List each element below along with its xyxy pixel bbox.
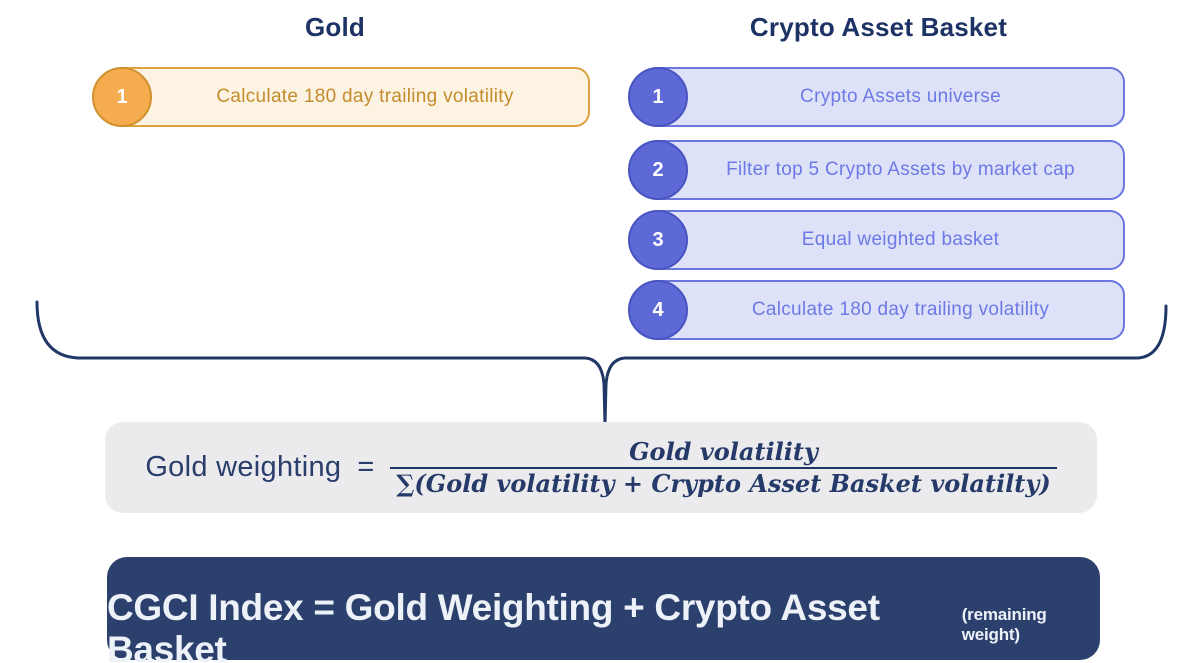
result-remaining-weight-note: (remaining weight) <box>961 605 1047 644</box>
crypto-column-title: Crypto Asset Basket <box>749 12 1008 42</box>
crypto-step-3-number: 3 <box>652 228 664 251</box>
formula-numerator: Gold volatility <box>629 436 818 466</box>
crypto-step-4: Calculate 180 day trailing volatility 4 <box>628 279 1125 341</box>
crypto-step-3-pill: Equal weighted basket <box>642 210 1125 270</box>
crypto-step-4-pill: Calculate 180 day trailing volatility <box>642 280 1125 340</box>
crypto-step-3: Equal weighted basket 3 <box>628 209 1125 271</box>
gold-step-1-number-badge: 1 <box>92 67 152 127</box>
crypto-step-3-label: Equal weighted basket <box>801 229 1000 250</box>
crypto-step-4-number-badge: 4 <box>628 280 688 340</box>
crypto-step-3-number-badge: 3 <box>628 210 688 270</box>
formula-fraction: Gold volatility ∑(Gold volatility + Cryp… <box>390 436 1057 499</box>
crypto-step-2-number: 2 <box>652 158 664 181</box>
gold-step-1-label: Calculate 180 day trailing volatility <box>216 86 514 107</box>
crypto-step-1: Crypto Assets universe 1 <box>628 66 1125 128</box>
fraction-bar <box>390 466 1057 469</box>
crypto-step-2-pill: Filter top 5 Crypto Assets by market cap <box>642 140 1125 200</box>
gold-step-1-number: 1 <box>116 85 128 108</box>
result-equation: CGCI Index = Gold Weighting + Crypto Ass… <box>107 587 880 663</box>
crypto-step-1-label: Crypto Assets universe <box>800 86 1001 107</box>
gold-column-title: Gold <box>304 12 365 42</box>
result-banner: CGCI Index = Gold Weighting + Crypto Ass… <box>107 557 1100 663</box>
crypto-step-2-label: Filter top 5 Crypto Assets by market cap <box>726 159 1075 180</box>
gold-step-1: Calculate 180 day trailing volatility 1 <box>92 66 590 128</box>
crypto-step-4-number: 4 <box>652 298 664 321</box>
crypto-step-4-label: Calculate 180 day trailing volatility <box>751 299 1050 320</box>
formula-lhs: Gold weighting <box>145 451 342 483</box>
gold-step-1-pill: Calculate 180 day trailing volatility <box>106 67 590 127</box>
gold-weighting-formula: Gold weighting = Gold volatility ∑(Gold … <box>105 422 1097 513</box>
equals-sign: = <box>357 451 375 483</box>
crypto-step-2-number-badge: 2 <box>628 140 688 200</box>
crypto-step-1-number: 1 <box>652 85 664 108</box>
crypto-step-1-pill: Crypto Assets universe <box>642 67 1125 127</box>
crypto-step-2: Filter top 5 Crypto Assets by market cap… <box>628 139 1125 201</box>
crypto-step-1-number-badge: 1 <box>628 67 688 127</box>
formula-denominator: ∑(Gold volatility + Crypto Asset Basket … <box>396 468 1051 498</box>
